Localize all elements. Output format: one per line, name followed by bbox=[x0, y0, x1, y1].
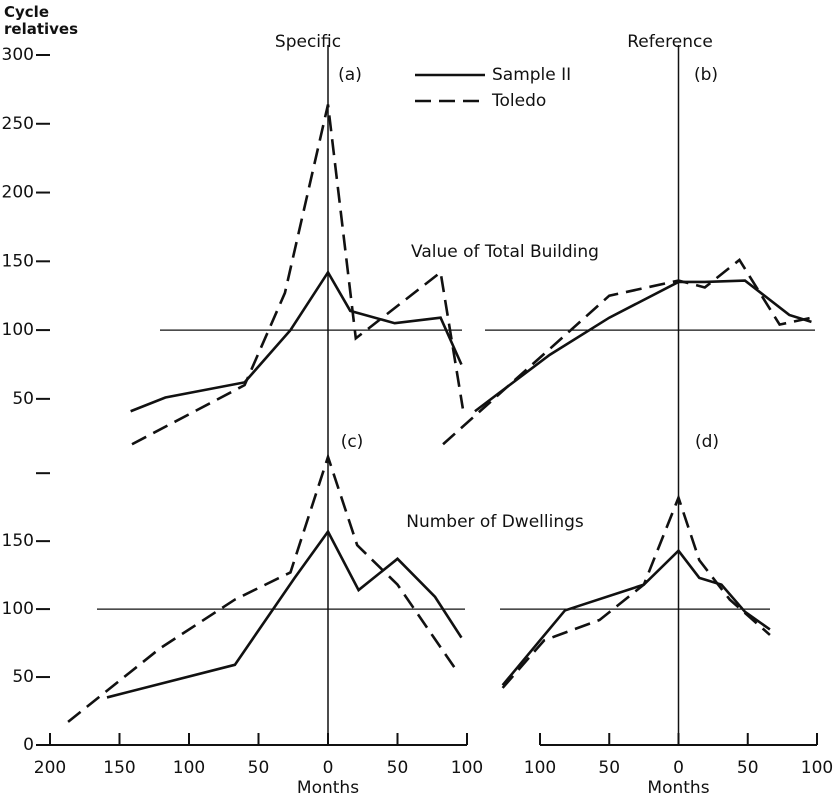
panel-label: (a) bbox=[338, 65, 362, 85]
annotation: Value of Total Building bbox=[411, 242, 599, 262]
y-tick-label: 150 bbox=[2, 531, 34, 551]
y-axis-label: Cycle relatives bbox=[4, 3, 79, 38]
x-tick-label: 50 bbox=[737, 758, 759, 778]
y-tick-label: 100 bbox=[2, 599, 34, 619]
series-line bbox=[501, 548, 771, 687]
x-tick-label: 0 bbox=[673, 758, 684, 778]
series-line bbox=[106, 529, 463, 699]
series-line bbox=[474, 279, 812, 413]
x-tick-label: 100 bbox=[524, 758, 556, 778]
x-tick-label: 50 bbox=[248, 758, 270, 778]
series-line bbox=[131, 104, 465, 446]
y-tick-label: 150 bbox=[2, 251, 34, 271]
x-tick-label: 100 bbox=[801, 758, 833, 778]
x-tick-label: 100 bbox=[451, 758, 483, 778]
x-tick-label: 100 bbox=[173, 758, 205, 778]
y-tick-label: 250 bbox=[2, 114, 34, 134]
x-tick-label: 200 bbox=[34, 758, 66, 778]
y-tick-label: 300 bbox=[2, 45, 34, 65]
panel-label: (b) bbox=[694, 65, 718, 85]
annotation: Number of Dwellings bbox=[406, 512, 584, 532]
series-line bbox=[501, 493, 771, 689]
series-line bbox=[130, 269, 463, 413]
series-line bbox=[442, 258, 812, 446]
column-title: Specific bbox=[275, 32, 341, 52]
y-tick-label: 100 bbox=[2, 320, 34, 340]
panel-label: (c) bbox=[341, 432, 364, 452]
legend-label: Sample II bbox=[492, 65, 571, 85]
y-tick-label: 200 bbox=[2, 183, 34, 203]
x-tick-label: 50 bbox=[598, 758, 620, 778]
x-axis-label: Months bbox=[647, 778, 709, 797]
y-tick-label: 50 bbox=[12, 389, 34, 409]
x-tick-label: 0 bbox=[323, 758, 334, 778]
series-line bbox=[67, 452, 456, 723]
column-title: Reference bbox=[627, 32, 713, 52]
y-tick-label: 50 bbox=[12, 667, 34, 687]
y-tick-label: 0 bbox=[23, 735, 34, 755]
panel-label: (d) bbox=[695, 432, 719, 452]
legend-label: Toledo bbox=[491, 91, 546, 111]
x-tick-label: 50 bbox=[387, 758, 409, 778]
x-axis-label: Months bbox=[297, 778, 359, 797]
x-tick-label: 150 bbox=[103, 758, 135, 778]
